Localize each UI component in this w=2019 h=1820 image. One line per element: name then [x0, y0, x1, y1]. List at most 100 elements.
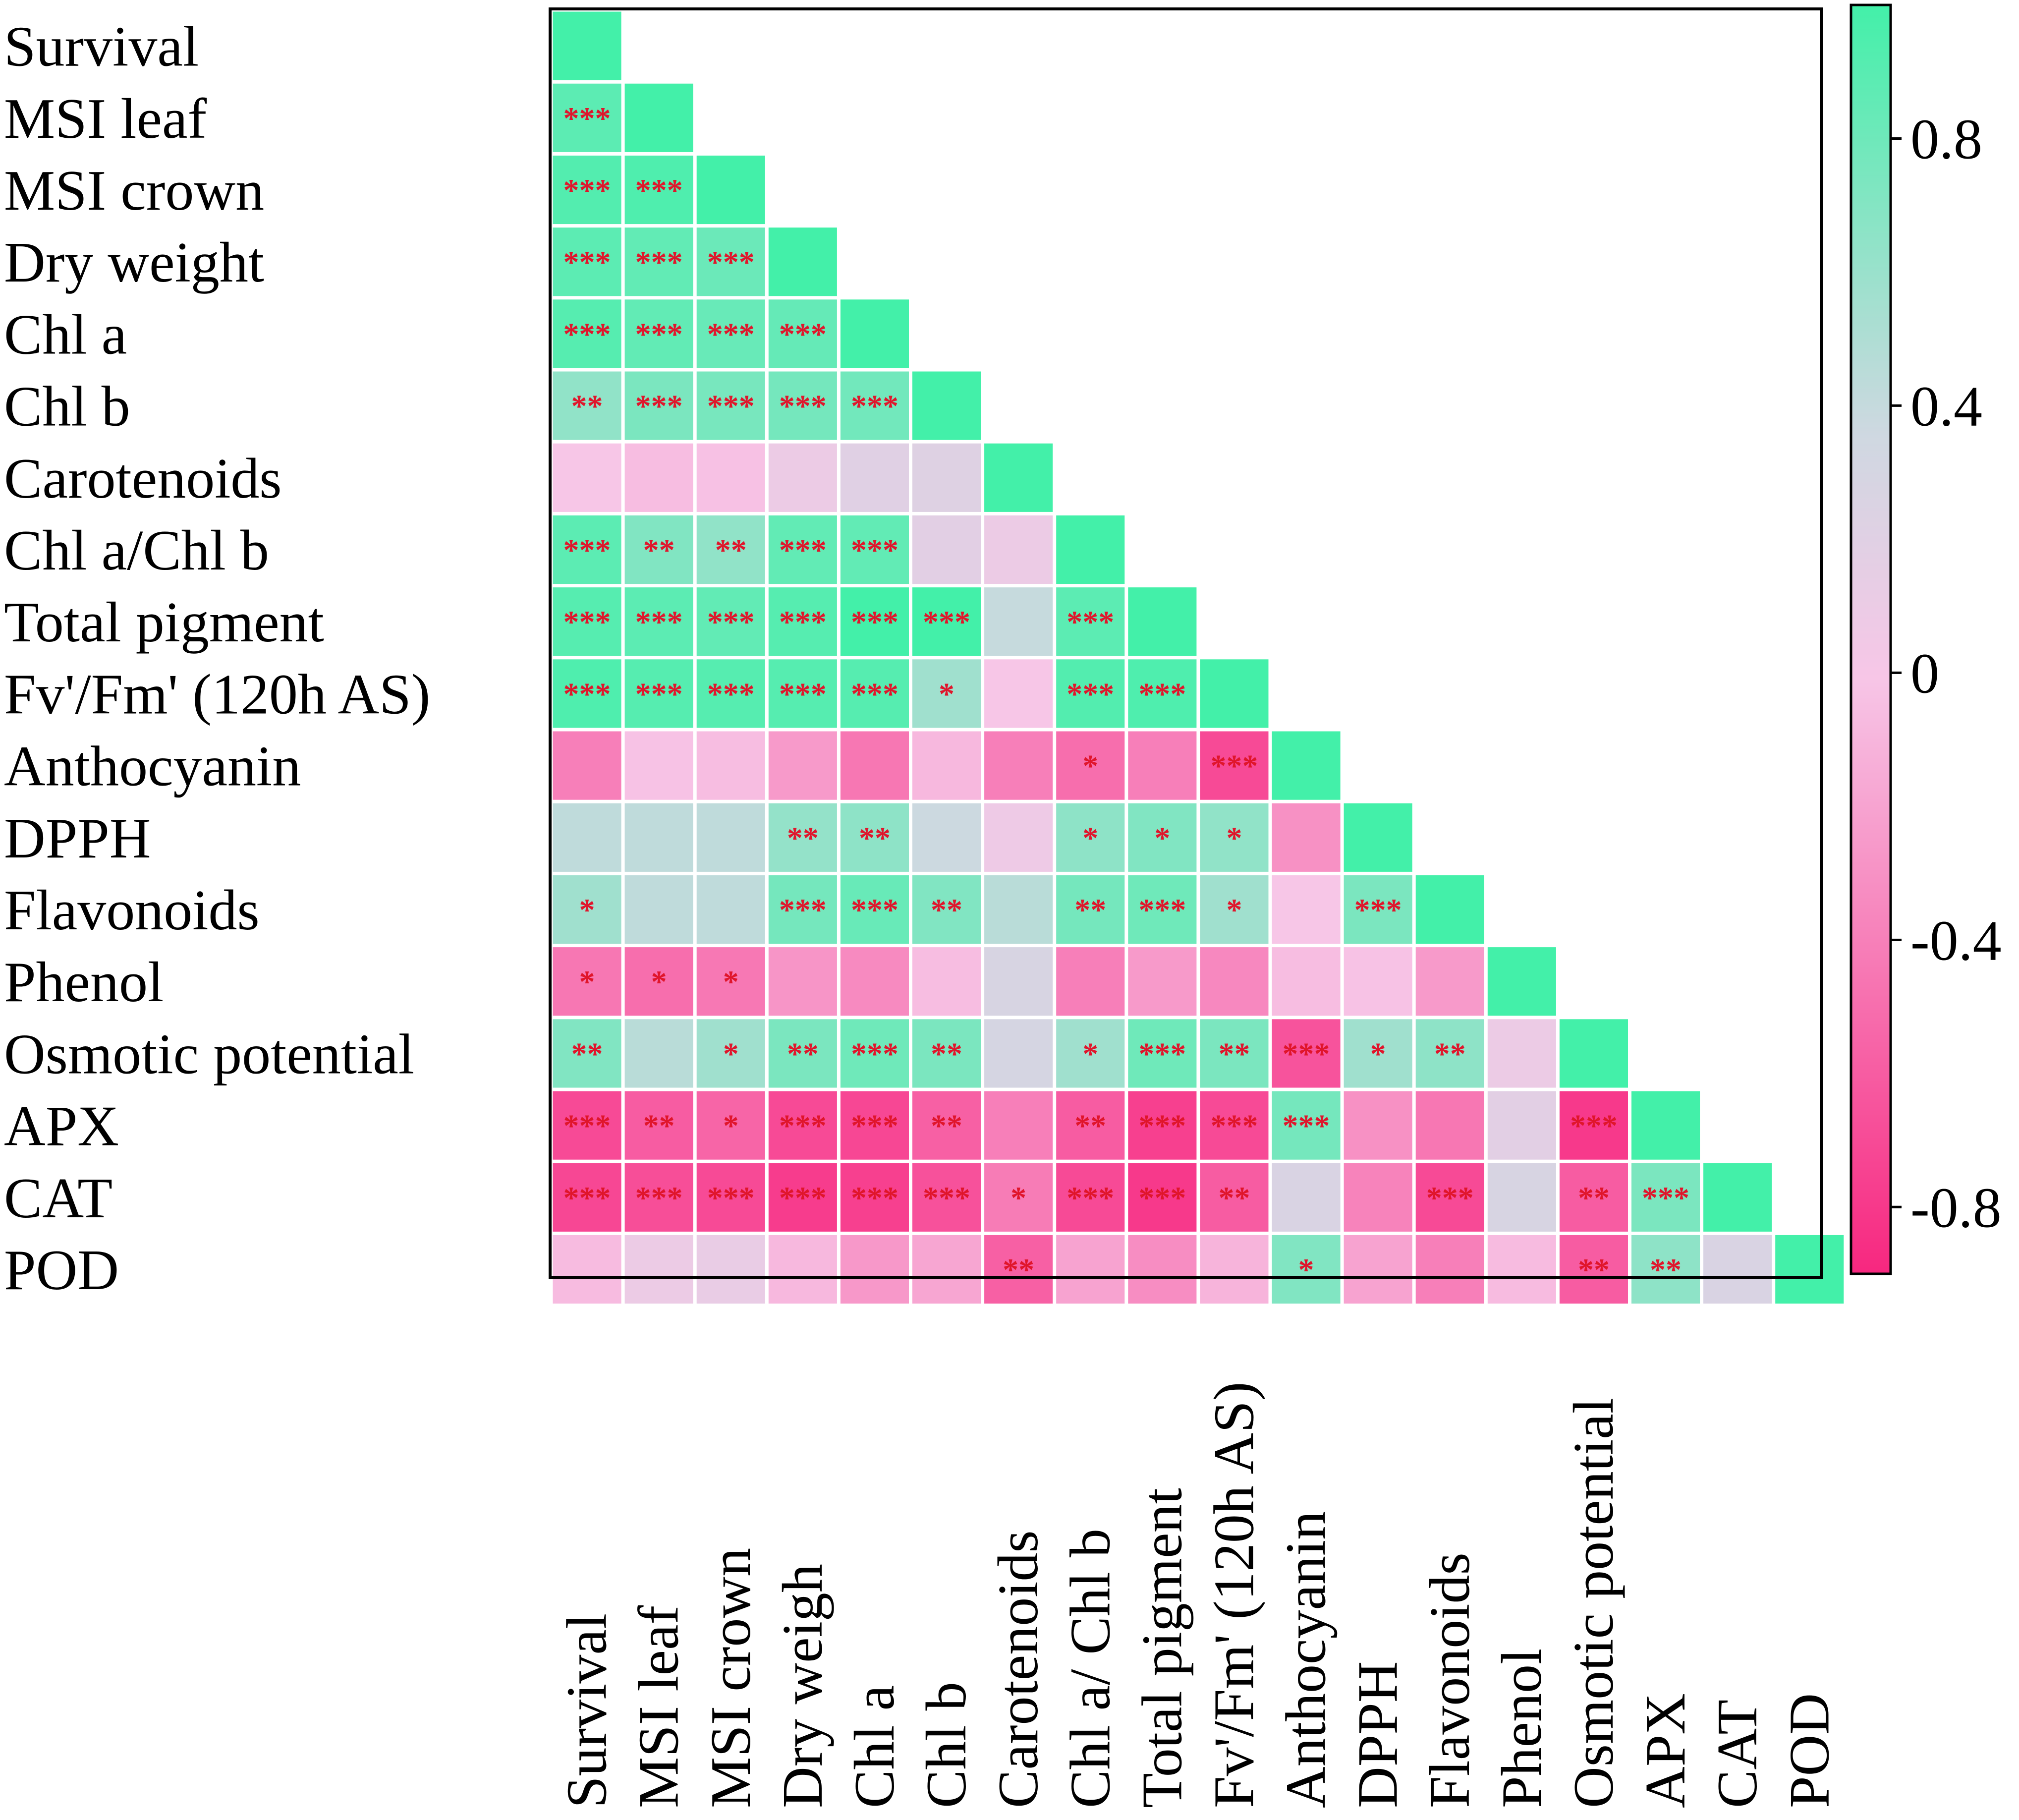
heatmap-cell-15-1 [624, 1091, 693, 1160]
significance-mark-12-3: *** [779, 892, 827, 927]
heatmap-cell-12-3 [768, 875, 837, 944]
significance-mark-8-3: *** [779, 604, 827, 639]
significance-mark-16-9: ** [1218, 1180, 1250, 1215]
colorbar-ticks: 0.8 0.4 0 -0.4 -0.8 [1891, 108, 2002, 1240]
heatmap-cell-9-2 [696, 659, 765, 728]
heatmap-cell-2-2 [696, 155, 765, 225]
heatmap-cell-14-8 [1128, 1019, 1197, 1088]
significance-mark-16-8: *** [1138, 1180, 1186, 1215]
heatmap-cell-16-8 [1128, 1163, 1197, 1232]
heatmap-cell-3-2 [696, 228, 765, 296]
heatmap-cell-7-3 [768, 515, 837, 584]
significance-mark-16-1: *** [635, 1180, 683, 1215]
heatmap-cell-13-0 [553, 947, 621, 1016]
heatmap-cell-6-5 [912, 443, 981, 512]
heatmap-cell-13-10 [1272, 947, 1341, 1016]
significance-mark-7-3: *** [779, 532, 827, 568]
heatmap-cell-8-2 [696, 587, 765, 656]
column-label-17: POD [1778, 1693, 1841, 1808]
colorbar-tick-label-1: 0.4 [1910, 375, 1982, 438]
column-label-5: Chl b [915, 1682, 978, 1808]
significance-mark-13-0: * [579, 964, 595, 999]
heatmap-cell-7-2 [696, 515, 765, 584]
significance-mark-11-9: * [1226, 820, 1242, 855]
heatmap-cell-11-2 [696, 803, 765, 872]
significance-mark-17-6: ** [1003, 1252, 1034, 1287]
significance-mark-12-11: *** [1354, 892, 1402, 927]
heatmap-cell-12-6 [984, 875, 1053, 944]
heatmap-cell-14-14 [1559, 1019, 1628, 1088]
heatmap-cell-14-7 [1056, 1019, 1125, 1088]
heatmap-cell-16-0 [553, 1163, 621, 1232]
row-label-1: MSI leaf [4, 87, 207, 151]
heatmap-cell-17-13 [1487, 1235, 1556, 1304]
heatmap-cell-2-0 [553, 155, 621, 225]
significance-mark-5-4: *** [851, 389, 898, 424]
heatmap-cell-4-1 [624, 299, 693, 368]
significance-mark-14-2: * [723, 1036, 739, 1071]
row-label-6: Carotenoids [4, 447, 282, 511]
column-label-16: CAT [1706, 1700, 1769, 1808]
heatmap-cell-17-1 [624, 1235, 693, 1304]
heatmap-cell-17-2 [696, 1235, 765, 1304]
significance-mark-11-8: * [1154, 820, 1170, 855]
heatmap-cell-8-3 [768, 587, 837, 656]
row-labels: Survival MSI leaf MSI crown Dry weight Chl a… [4, 15, 430, 1302]
significance-mark-14-9: ** [1218, 1036, 1250, 1071]
heatmap-cell-7-0 [553, 515, 621, 584]
significance-mark-11-4: ** [859, 820, 891, 855]
significance-mark-16-6: * [1010, 1180, 1026, 1215]
heatmap-cell-4-4 [840, 299, 909, 368]
heatmap-cell-10-4 [840, 731, 909, 800]
significance-mark-13-2: * [723, 964, 739, 999]
significance-mark-5-1: *** [635, 389, 683, 424]
heatmap-cell-9-1 [624, 659, 693, 728]
significance-mark-14-4: *** [851, 1036, 898, 1071]
significance-mark-1-0: *** [563, 101, 611, 136]
heatmap-cell-15-14 [1559, 1091, 1628, 1160]
heatmap-cell-16-14 [1559, 1163, 1628, 1232]
heatmap-cell-14-3 [768, 1019, 837, 1088]
heatmap-cell-17-4 [840, 1235, 909, 1304]
heatmap-cell-10-2 [696, 731, 765, 800]
heatmap-cell-13-11 [1344, 947, 1412, 1016]
heatmap-cell-7-5 [912, 515, 981, 584]
heatmap-cell-8-7 [1056, 587, 1125, 656]
heatmap-cell-17-5 [912, 1235, 981, 1304]
heatmap-cell-13-6 [984, 947, 1053, 1016]
significance-mark-15-9: *** [1210, 1108, 1258, 1143]
significance-mark-9-3: *** [779, 676, 827, 711]
heatmap-cell-7-6 [984, 515, 1053, 584]
heatmap-cell-10-9 [1200, 731, 1269, 800]
heatmap-cell-4-2 [696, 299, 765, 368]
heatmap-cell-11-8 [1128, 803, 1197, 872]
heatmap-cell-13-8 [1128, 947, 1197, 1016]
column-label-9: Fv'/Fm' (120h AS) [1202, 1382, 1266, 1808]
heatmap-cell-5-0 [553, 371, 621, 440]
significance-mark-16-2: *** [707, 1180, 755, 1215]
column-label-7: Chl a/ Chl b [1059, 1529, 1122, 1808]
significance-mark-12-7: ** [1074, 892, 1106, 927]
row-label-11: DPPH [4, 807, 151, 870]
heatmap-cell-12-11 [1344, 875, 1412, 944]
heatmap-cell-16-5 [912, 1163, 981, 1232]
significance-mark-12-0: * [579, 892, 595, 927]
heatmap-cell-8-4 [840, 587, 909, 656]
heatmap-cell-16-10 [1272, 1163, 1341, 1232]
heatmap-cell-12-4 [840, 875, 909, 944]
heatmap-cell-11-5 [912, 803, 981, 872]
heatmap-cell-13-5 [912, 947, 981, 1016]
significance-mark-8-2: *** [707, 604, 755, 639]
heatmap-cell-7-7 [1056, 515, 1125, 584]
significance-mark-14-11: * [1370, 1036, 1386, 1071]
heatmap-cell-14-5 [912, 1019, 981, 1088]
heatmap-cell-17-14 [1559, 1235, 1628, 1304]
heatmap-cell-9-4 [840, 659, 909, 728]
row-label-3: Dry weight [4, 231, 264, 294]
heatmap-cell-10-8 [1128, 731, 1197, 800]
heatmap-cell-5-5 [912, 371, 981, 440]
significance-mark-15-8: *** [1138, 1108, 1186, 1143]
significance-mark-9-0: *** [563, 676, 611, 711]
significance-mark-14-0: ** [571, 1036, 603, 1071]
